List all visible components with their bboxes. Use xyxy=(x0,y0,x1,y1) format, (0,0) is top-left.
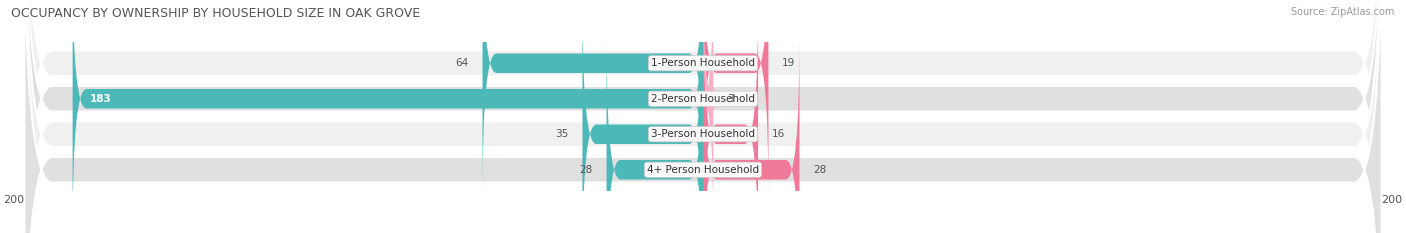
Text: OCCUPANCY BY OWNERSHIP BY HOUSEHOLD SIZE IN OAK GROVE: OCCUPANCY BY OWNERSHIP BY HOUSEHOLD SIZE… xyxy=(11,7,420,20)
Text: 1-Person Household: 1-Person Household xyxy=(651,58,755,68)
FancyBboxPatch shape xyxy=(482,0,703,195)
FancyBboxPatch shape xyxy=(703,0,769,195)
Text: 64: 64 xyxy=(456,58,468,68)
Text: 2-Person Household: 2-Person Household xyxy=(651,94,755,104)
FancyBboxPatch shape xyxy=(582,2,703,233)
Text: Source: ZipAtlas.com: Source: ZipAtlas.com xyxy=(1291,7,1395,17)
FancyBboxPatch shape xyxy=(24,0,1382,233)
Text: 19: 19 xyxy=(782,58,796,68)
Text: 28: 28 xyxy=(579,165,593,175)
FancyBboxPatch shape xyxy=(24,0,1382,233)
FancyBboxPatch shape xyxy=(703,38,800,233)
Text: 16: 16 xyxy=(772,129,785,139)
FancyBboxPatch shape xyxy=(703,2,758,233)
FancyBboxPatch shape xyxy=(73,0,703,231)
FancyBboxPatch shape xyxy=(24,0,1382,233)
Text: 35: 35 xyxy=(555,129,568,139)
Text: 4+ Person Household: 4+ Person Household xyxy=(647,165,759,175)
FancyBboxPatch shape xyxy=(606,38,703,233)
FancyBboxPatch shape xyxy=(24,0,1382,233)
FancyBboxPatch shape xyxy=(700,0,717,231)
Text: 3: 3 xyxy=(727,94,734,104)
Text: 3-Person Household: 3-Person Household xyxy=(651,129,755,139)
Text: 183: 183 xyxy=(90,94,111,104)
Text: 28: 28 xyxy=(813,165,827,175)
